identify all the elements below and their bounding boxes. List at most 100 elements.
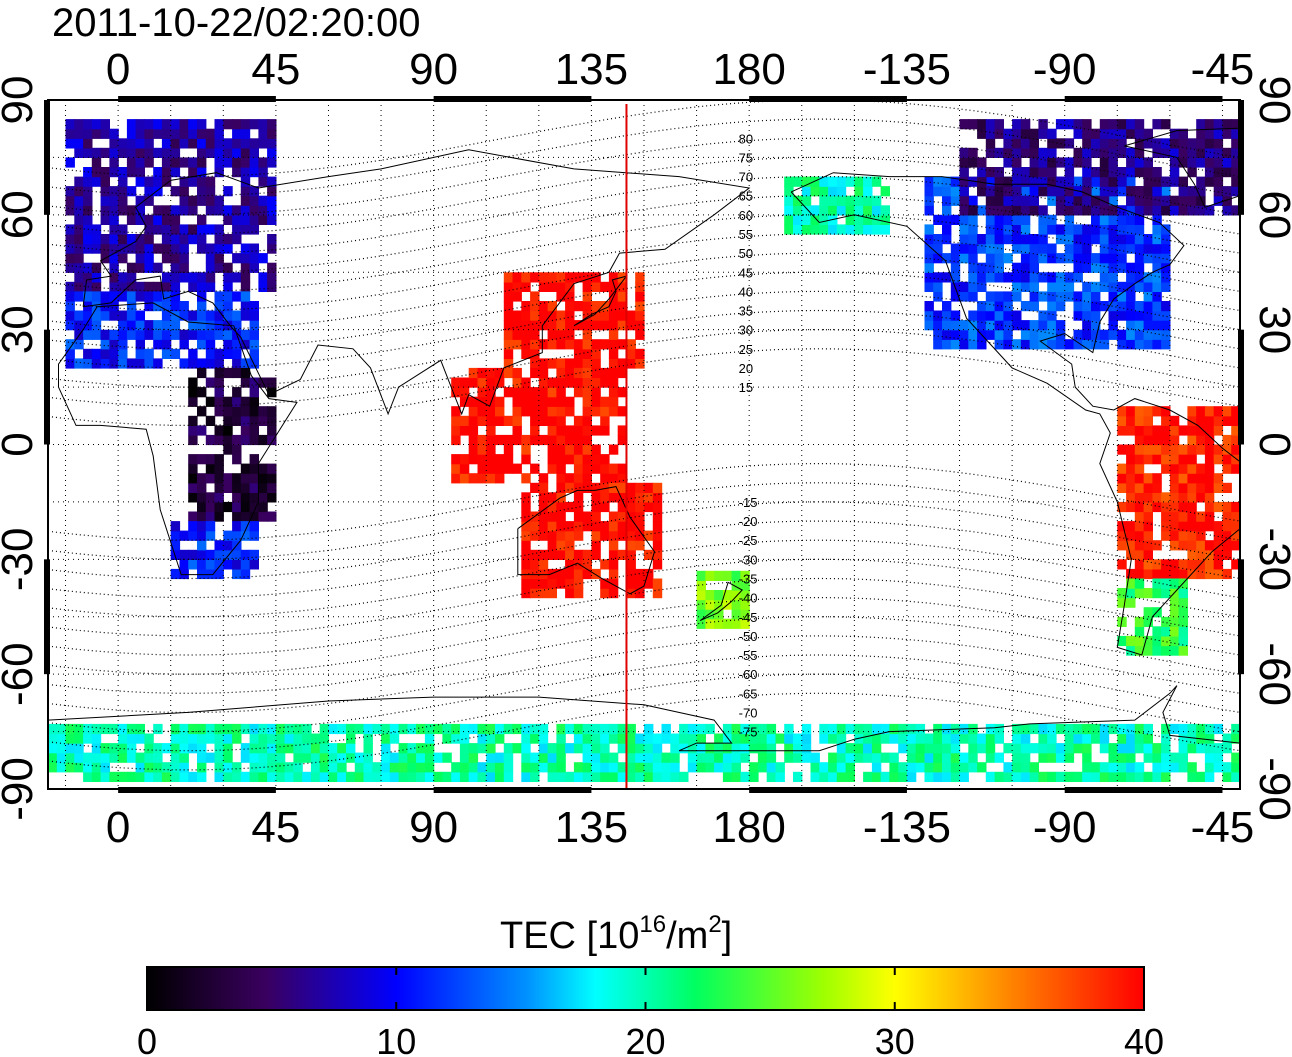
heatmap-cell — [56, 762, 67, 773]
heatmap-cell — [740, 570, 750, 581]
heatmap-cell — [144, 224, 154, 235]
heatmap-cell — [188, 434, 198, 446]
heatmap-cell — [1143, 559, 1153, 570]
heatmap-cell — [556, 482, 566, 493]
heatmap-cell — [661, 762, 671, 773]
heatmap-cell — [249, 339, 259, 350]
heatmap-cell — [591, 425, 601, 436]
heatmap-cell — [205, 348, 216, 359]
heatmap-cell — [1134, 511, 1145, 522]
heatmap-cell — [424, 762, 435, 773]
heatmap-cell — [240, 406, 251, 417]
heatmap-cell — [924, 301, 934, 312]
heatmap-cell — [1117, 147, 1127, 158]
heatmap-cell — [565, 425, 575, 436]
heatmap-cell — [1187, 530, 1197, 541]
heatmap-cell — [1012, 320, 1022, 331]
maglat-label: -60 — [739, 667, 758, 682]
heatmap-cell — [144, 281, 154, 292]
heatmap-cell — [153, 147, 163, 158]
heatmap-cell — [249, 415, 259, 426]
heatmap-cell — [442, 752, 452, 763]
heatmap-cell — [635, 511, 645, 522]
heatmap-cell — [1126, 186, 1136, 197]
heatmap-cell — [267, 281, 277, 292]
heatmap-cell — [538, 367, 549, 379]
heatmap-cell — [600, 530, 610, 541]
heatmap-cell — [1169, 616, 1180, 627]
heatmap-cell — [126, 186, 137, 197]
heatmap-cell — [232, 521, 242, 532]
heatmap-cell — [109, 262, 119, 273]
heatmap-cell — [591, 549, 601, 560]
heatmap-cell — [1091, 733, 1101, 744]
heatmap-cell — [1064, 195, 1075, 206]
lon-tick-label: 0 — [106, 45, 130, 94]
heatmap-cell — [924, 733, 934, 744]
heatmap-cell — [197, 492, 207, 503]
heatmap-cell — [1152, 540, 1162, 551]
heatmap-cell — [1099, 138, 1110, 149]
heatmap-cell — [863, 733, 873, 744]
heatmap-cell — [451, 733, 461, 744]
heatmap-cell — [1222, 762, 1232, 773]
heatmap-cell — [1231, 128, 1240, 139]
heatmap-cell — [591, 301, 601, 312]
heatmap-cell — [1161, 272, 1171, 283]
heatmap-cell — [547, 492, 557, 503]
heatmap-cell — [118, 147, 128, 158]
heatmap-cell — [170, 320, 181, 331]
heatmap-cell — [608, 281, 619, 292]
maglat-contour — [48, 156, 1240, 235]
heatmap-cell — [170, 762, 181, 773]
heatmap-cell — [1038, 128, 1048, 139]
heatmap-cell — [556, 387, 566, 398]
heatmap-cell — [854, 752, 864, 763]
lat-tick-label-right: 30 — [1250, 305, 1292, 354]
heatmap-cell — [503, 320, 514, 331]
heatmap-cell — [828, 176, 838, 187]
heatmap-cell — [1161, 568, 1171, 580]
heatmap-cell — [1064, 272, 1075, 283]
heatmap-cell — [486, 434, 496, 446]
heatmap-cell — [600, 752, 610, 763]
heatmap-cell — [1064, 176, 1075, 187]
heatmap-cell — [1213, 559, 1224, 570]
heatmap-cell — [267, 425, 277, 436]
heatmap-cell — [521, 733, 531, 744]
heatmap-cell — [135, 291, 145, 302]
maglat-label: 60 — [739, 208, 753, 223]
heatmap-cell — [1126, 743, 1136, 754]
heatmap-cell — [1029, 320, 1039, 331]
heatmap-cell — [170, 119, 181, 130]
heatmap-cell — [153, 281, 163, 292]
heatmap-cell — [757, 762, 768, 773]
heatmap-cell — [284, 723, 294, 735]
heatmap-cell — [1240, 521, 1249, 531]
heatmap-cell — [1161, 645, 1171, 656]
heatmap-cell — [109, 147, 119, 158]
heatmap-cell — [845, 195, 855, 206]
heatmap-cell — [109, 339, 119, 350]
heatmap-cell — [223, 310, 233, 321]
heatmap-cell — [968, 119, 978, 130]
heatmap-cell — [538, 415, 549, 426]
heatmap-cell — [205, 339, 216, 350]
heatmap-cell — [1204, 752, 1215, 763]
heatmap-cell — [56, 743, 67, 754]
heatmap-cell — [240, 157, 251, 168]
heatmap-cell — [547, 540, 557, 551]
heatmap-cell — [608, 771, 619, 782]
heatmap-cell — [214, 501, 224, 513]
heatmap-cell — [170, 253, 181, 264]
heatmap-cell — [223, 752, 233, 763]
heatmap-cell — [810, 176, 820, 187]
heatmap-cell — [705, 570, 715, 581]
heatmap-cell — [100, 214, 110, 225]
heatmap-cell — [232, 415, 242, 426]
heatmap-cell — [565, 301, 575, 312]
heatmap-cell — [1038, 205, 1048, 216]
maglat-contour — [48, 539, 1240, 618]
heatmap-cell — [871, 195, 882, 206]
heatmap-cell — [1231, 434, 1240, 446]
